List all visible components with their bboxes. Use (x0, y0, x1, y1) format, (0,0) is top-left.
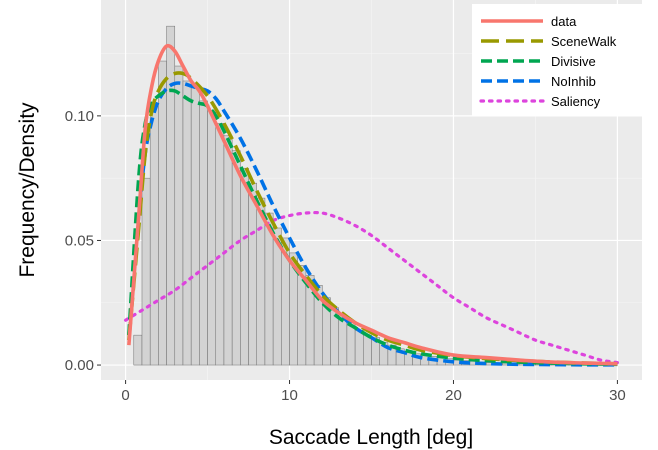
series-line-saliency (123, 210, 620, 365)
legend-label-saliency: Saliency (551, 94, 601, 109)
series-line-noinhib (127, 81, 618, 367)
y-tick-label: 0.10 (65, 108, 94, 125)
x-axis-ticks: 0 10 20 30 (121, 380, 626, 404)
histogram-bar (182, 80, 192, 366)
histogram-bar (166, 25, 176, 366)
series-lines (123, 43, 620, 367)
histogram (133, 25, 618, 366)
histogram-bar (338, 314, 348, 366)
histogram-bar (240, 167, 249, 366)
x-tick-label: 30 (609, 387, 626, 404)
histogram-bar (141, 177, 151, 366)
legend: data SceneWalk Divisive NoInhib Saliency (472, 4, 642, 116)
y-axis-ticks: 0.00 0.05 0.10 (65, 108, 101, 374)
histogram-bar (174, 65, 184, 366)
y-tick-label: 0.00 (65, 357, 94, 374)
histogram-bar (346, 322, 356, 366)
x-tick-label: 20 (445, 387, 462, 404)
histogram-bar (149, 103, 159, 366)
histogram-bar (354, 329, 364, 366)
histogram-bar (158, 60, 167, 366)
histogram-bar (248, 182, 257, 366)
histogram-bar (256, 197, 266, 366)
x-axis-title: Saccade Length [deg] (269, 426, 473, 449)
histogram-bar (215, 123, 225, 366)
legend-label-noinhib: NoInhib (551, 74, 596, 89)
histogram-bar (207, 110, 217, 366)
histogram-bar (231, 150, 241, 366)
histogram-bar (199, 100, 208, 366)
legend-label-data: data (551, 14, 577, 29)
histogram-bar (363, 334, 372, 366)
y-axis-title: Frequency/Density (16, 102, 39, 278)
histogram-bar (190, 85, 200, 366)
legend-label-divisive: Divisive (551, 54, 596, 69)
histogram-bar (133, 334, 143, 366)
x-tick-label: 10 (281, 387, 298, 404)
x-tick-label: 0 (121, 387, 129, 404)
legend-label-scenewalk: SceneWalk (551, 34, 617, 49)
series-line-data (127, 43, 618, 366)
y-tick-label: 0.05 (65, 232, 94, 249)
